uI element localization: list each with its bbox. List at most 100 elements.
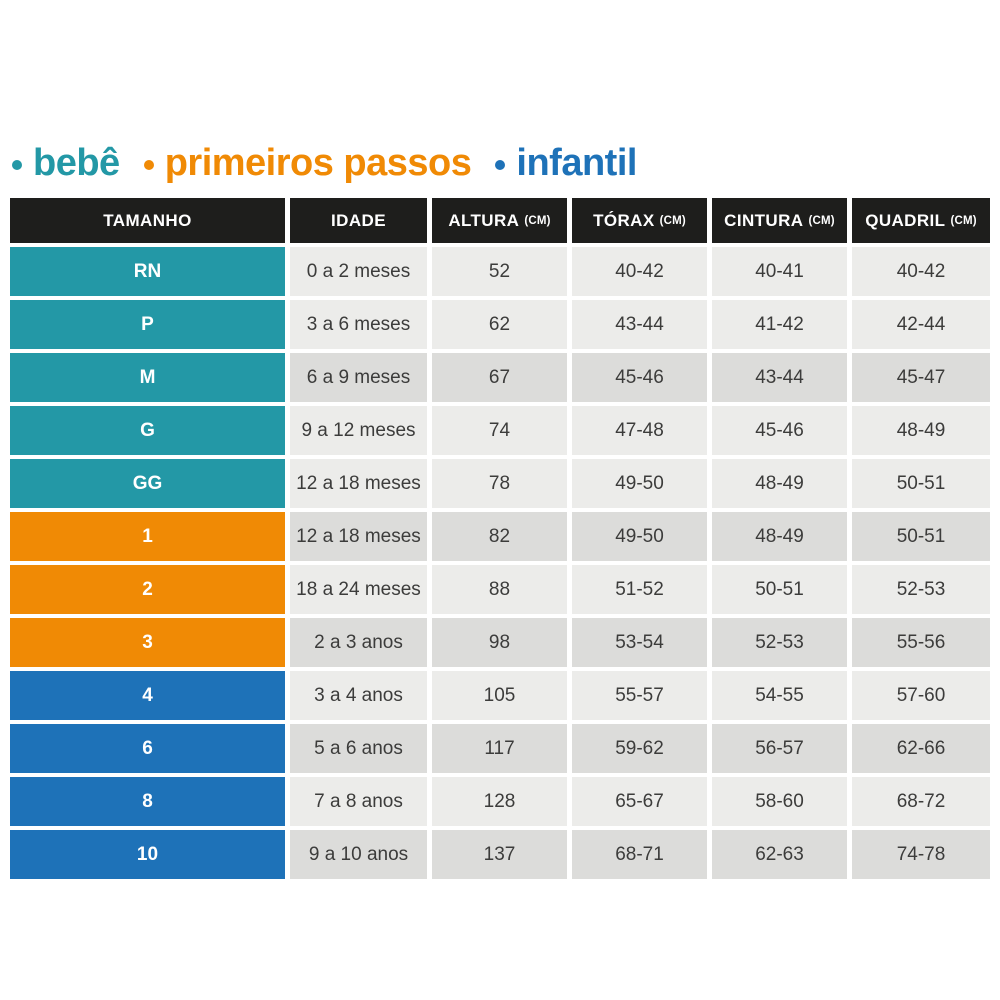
- legend-item-primeiros_passos: primeiros passos: [143, 142, 472, 184]
- torax-cell: 47-48: [572, 406, 707, 455]
- size-cell: M: [10, 353, 285, 402]
- cintura-cell: 62-63: [712, 830, 847, 879]
- quadril-cell: 45-47: [852, 353, 990, 402]
- column-header-label: IDADE: [331, 210, 386, 230]
- cintura-cell: 40-41: [712, 247, 847, 296]
- size-cell: 8: [10, 777, 285, 826]
- column-header-label: CINTURA: [724, 210, 804, 230]
- idade-cell: 6 a 9 meses: [290, 353, 427, 402]
- torax-cell: 49-50: [572, 459, 707, 508]
- cintura-cell: 58-60: [712, 777, 847, 826]
- column-header-unit: (CM): [950, 214, 977, 227]
- altura-cell: 128: [432, 777, 567, 826]
- torax-cell: 65-67: [572, 777, 707, 826]
- altura-cell: 62: [432, 300, 567, 349]
- cintura-cell: 54-55: [712, 671, 847, 720]
- cintura-cell: 48-49: [712, 512, 847, 561]
- cintura-cell: 56-57: [712, 724, 847, 773]
- table-row: 1 12 a 18 meses 82 49-50 48-49 50-51: [10, 512, 990, 561]
- altura-cell: 88: [432, 565, 567, 614]
- size-cell: 2: [10, 565, 285, 614]
- cintura-cell: 45-46: [712, 406, 847, 455]
- size-cell: 4: [10, 671, 285, 720]
- altura-cell: 82: [432, 512, 567, 561]
- size-cell: RN: [10, 247, 285, 296]
- size-cell: 10: [10, 830, 285, 879]
- bullet-icon: [143, 160, 154, 170]
- torax-cell: 59-62: [572, 724, 707, 773]
- torax-cell: 45-46: [572, 353, 707, 402]
- quadril-cell: 57-60: [852, 671, 990, 720]
- cintura-cell: 50-51: [712, 565, 847, 614]
- table-body: RN 0 a 2 meses 52 40-42 40-41 40-42 P 3 a 6 mes…: [10, 247, 990, 879]
- idade-cell: 3 a 4 anos: [290, 671, 427, 720]
- size-cell: 6: [10, 724, 285, 773]
- column-header-label: QUADRIL: [865, 210, 946, 230]
- column-header-label: TAMANHO: [103, 210, 192, 230]
- quadril-cell: 48-49: [852, 406, 990, 455]
- quadril-cell: 52-53: [852, 565, 990, 614]
- column-header-tamanho: TAMANHO: [10, 198, 285, 243]
- table-header-row: TAMANHO IDADE ALTURA (CM) TÓRAX (CM) CINTURA (C…: [10, 198, 990, 243]
- altura-cell: 117: [432, 724, 567, 773]
- idade-cell: 12 a 18 meses: [290, 459, 427, 508]
- quadril-cell: 74-78: [852, 830, 990, 879]
- legend-label: infantil: [516, 142, 637, 184]
- cintura-cell: 48-49: [712, 459, 847, 508]
- column-header-unit: (CM): [524, 214, 551, 227]
- size-cell: G: [10, 406, 285, 455]
- cintura-cell: 41-42: [712, 300, 847, 349]
- column-header-quadril: QUADRIL (CM): [852, 198, 990, 243]
- quadril-cell: 62-66: [852, 724, 990, 773]
- size-table: TAMANHO IDADE ALTURA (CM) TÓRAX (CM) CINTURA (C…: [10, 198, 990, 883]
- bullet-icon: [12, 160, 22, 170]
- idade-cell: 0 a 2 meses: [290, 247, 427, 296]
- column-header-idade: IDADE: [290, 198, 427, 243]
- torax-cell: 51-52: [572, 565, 707, 614]
- legend: bebê primeiros passos infantil: [12, 144, 637, 182]
- altura-cell: 67: [432, 353, 567, 402]
- altura-cell: 137: [432, 830, 567, 879]
- torax-cell: 40-42: [572, 247, 707, 296]
- size-cell: 1: [10, 512, 285, 561]
- altura-cell: 78: [432, 459, 567, 508]
- bullet-icon: [495, 160, 506, 170]
- legend-item-infantil: infantil: [495, 144, 637, 182]
- idade-cell: 3 a 6 meses: [290, 300, 427, 349]
- idade-cell: 18 a 24 meses: [290, 565, 427, 614]
- legend-label: primeiros passos: [164, 142, 472, 184]
- cintura-cell: 43-44: [712, 353, 847, 402]
- idade-cell: 9 a 10 anos: [290, 830, 427, 879]
- cintura-cell: 52-53: [712, 618, 847, 667]
- size-cell: GG: [10, 459, 285, 508]
- column-header-unit: (CM): [808, 214, 835, 227]
- legend-label: bebê: [33, 142, 120, 184]
- column-header-label: TÓRAX: [593, 210, 655, 230]
- altura-cell: 105: [432, 671, 567, 720]
- quadril-cell: 50-51: [852, 459, 990, 508]
- torax-cell: 55-57: [572, 671, 707, 720]
- idade-cell: 7 a 8 anos: [290, 777, 427, 826]
- column-header-cintura: CINTURA (CM): [712, 198, 847, 243]
- table-row: RN 0 a 2 meses 52 40-42 40-41 40-42: [10, 247, 990, 296]
- table-row: 2 18 a 24 meses 88 51-52 50-51 52-53: [10, 565, 990, 614]
- quadril-cell: 55-56: [852, 618, 990, 667]
- torax-cell: 68-71: [572, 830, 707, 879]
- altura-cell: 52: [432, 247, 567, 296]
- idade-cell: 9 a 12 meses: [290, 406, 427, 455]
- size-cell: P: [10, 300, 285, 349]
- column-header-altura: ALTURA (CM): [432, 198, 567, 243]
- quadril-cell: 40-42: [852, 247, 990, 296]
- size-cell: 3: [10, 618, 285, 667]
- altura-cell: 74: [432, 406, 567, 455]
- torax-cell: 49-50: [572, 512, 707, 561]
- idade-cell: 2 a 3 anos: [290, 618, 427, 667]
- idade-cell: 5 a 6 anos: [290, 724, 427, 773]
